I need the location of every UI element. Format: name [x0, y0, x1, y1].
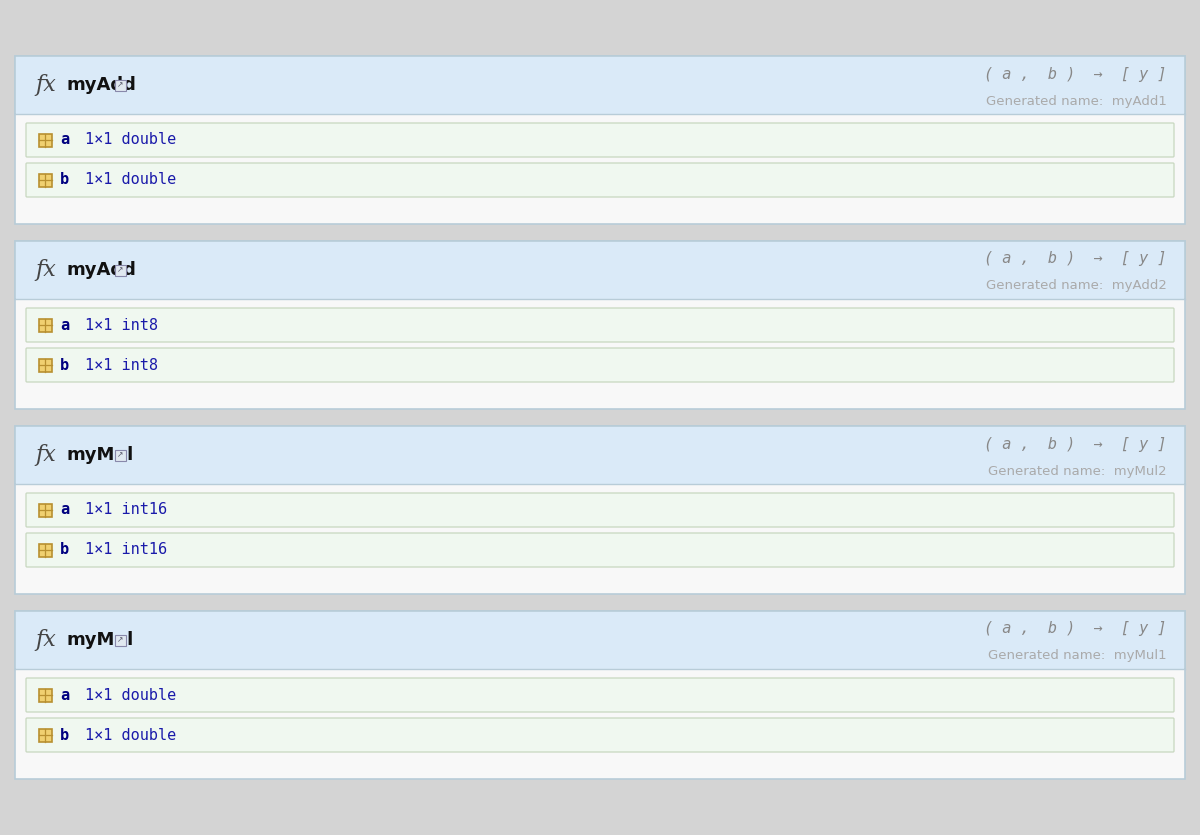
FancyBboxPatch shape — [14, 241, 1186, 409]
FancyBboxPatch shape — [38, 134, 52, 146]
FancyBboxPatch shape — [26, 718, 1174, 752]
Text: ( a ,  b )  →  [ y ]: ( a , b ) → [ y ] — [984, 621, 1166, 636]
Text: a: a — [60, 317, 70, 332]
Text: 1×1 int8: 1×1 int8 — [85, 317, 158, 332]
FancyBboxPatch shape — [26, 533, 1174, 567]
Text: ( a ,  b )  →  [ y ]: ( a , b ) → [ y ] — [984, 251, 1166, 266]
FancyBboxPatch shape — [38, 358, 52, 372]
Text: b: b — [60, 173, 70, 188]
Text: ↗: ↗ — [116, 80, 124, 89]
FancyBboxPatch shape — [38, 728, 52, 741]
Text: 1×1 double: 1×1 double — [85, 133, 176, 148]
Text: 1×1 double: 1×1 double — [85, 687, 176, 702]
FancyBboxPatch shape — [114, 635, 126, 645]
Text: a: a — [60, 687, 70, 702]
FancyBboxPatch shape — [38, 174, 52, 186]
Bar — [16, 299, 1184, 305]
Text: 1×1 int8: 1×1 int8 — [85, 357, 158, 372]
Text: myMul: myMul — [67, 446, 134, 464]
Bar — [16, 663, 1184, 669]
Text: ↗: ↗ — [116, 451, 124, 459]
Text: 1×1 int16: 1×1 int16 — [85, 503, 167, 518]
FancyBboxPatch shape — [26, 493, 1174, 527]
Text: Generated name:  myMul1: Generated name: myMul1 — [989, 650, 1166, 662]
FancyBboxPatch shape — [14, 611, 1186, 779]
Text: 1×1 int16: 1×1 int16 — [85, 543, 167, 558]
Text: myMul: myMul — [67, 631, 134, 649]
FancyBboxPatch shape — [14, 426, 1186, 484]
FancyBboxPatch shape — [26, 678, 1174, 712]
Text: fx: fx — [35, 259, 55, 281]
Text: ( a ,  b )  →  [ y ]: ( a , b ) → [ y ] — [984, 437, 1166, 452]
FancyBboxPatch shape — [26, 163, 1174, 197]
FancyBboxPatch shape — [14, 426, 1186, 594]
Text: Generated name:  myMul2: Generated name: myMul2 — [989, 464, 1166, 478]
Text: Generated name:  myAdd2: Generated name: myAdd2 — [986, 280, 1166, 292]
Text: ↗: ↗ — [116, 635, 124, 645]
Bar — [16, 114, 1184, 120]
Text: a: a — [60, 503, 70, 518]
Bar — [16, 293, 1184, 299]
FancyBboxPatch shape — [26, 348, 1174, 382]
Text: myAdd: myAdd — [67, 76, 137, 94]
Text: 1×1 double: 1×1 double — [85, 727, 176, 742]
FancyBboxPatch shape — [14, 611, 1186, 669]
Text: fx: fx — [35, 629, 55, 651]
Text: ( a ,  b )  →  [ y ]: ( a , b ) → [ y ] — [984, 67, 1166, 82]
FancyBboxPatch shape — [114, 79, 126, 90]
FancyBboxPatch shape — [14, 56, 1186, 224]
FancyBboxPatch shape — [114, 265, 126, 276]
Text: b: b — [60, 543, 70, 558]
FancyBboxPatch shape — [26, 123, 1174, 157]
FancyBboxPatch shape — [114, 449, 126, 460]
Text: Generated name:  myAdd1: Generated name: myAdd1 — [986, 94, 1166, 108]
FancyBboxPatch shape — [38, 689, 52, 701]
Bar — [16, 478, 1184, 484]
FancyBboxPatch shape — [38, 318, 52, 331]
Text: fx: fx — [35, 444, 55, 466]
Text: fx: fx — [35, 74, 55, 96]
Text: 1×1 double: 1×1 double — [85, 173, 176, 188]
Text: ↗: ↗ — [116, 266, 124, 275]
Text: b: b — [60, 727, 70, 742]
FancyBboxPatch shape — [14, 56, 1186, 114]
Text: myAdd: myAdd — [67, 261, 137, 279]
FancyBboxPatch shape — [14, 241, 1186, 299]
Text: b: b — [60, 357, 70, 372]
Bar — [16, 669, 1184, 675]
FancyBboxPatch shape — [38, 504, 52, 517]
Text: a: a — [60, 133, 70, 148]
Bar — [16, 484, 1184, 490]
Bar — [16, 108, 1184, 114]
FancyBboxPatch shape — [38, 544, 52, 556]
FancyBboxPatch shape — [26, 308, 1174, 342]
